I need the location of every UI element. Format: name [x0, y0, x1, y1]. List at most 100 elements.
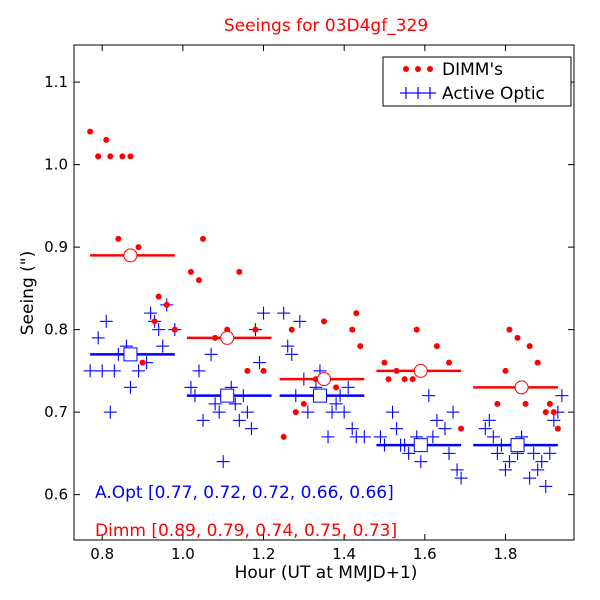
aopt-point — [212, 405, 226, 419]
aopt-point — [123, 380, 137, 394]
aopt-point — [107, 364, 121, 378]
dimm-point — [288, 326, 295, 333]
aopt-point — [341, 380, 355, 394]
x-tick-label: 1.2 — [252, 545, 276, 563]
aopt-point — [83, 364, 97, 378]
legend-box — [382, 56, 572, 107]
legend-dimm-label: DIMM's — [442, 60, 503, 80]
dimm-point — [95, 153, 102, 160]
aopt-point — [99, 314, 113, 328]
dimm-point — [300, 400, 307, 407]
dimm-point — [550, 409, 557, 416]
dimm-bin-mean-marker — [123, 248, 138, 263]
plot-frame — [73, 44, 575, 541]
dimm-point — [522, 400, 529, 407]
plot-area — [83, 128, 569, 493]
dimm-point — [244, 367, 251, 374]
dimm-point — [357, 343, 364, 350]
dimm-point — [252, 326, 259, 333]
dimm-point — [119, 153, 126, 160]
aopt-point — [543, 446, 557, 460]
aopt-point — [345, 422, 359, 436]
aopt-point — [390, 422, 404, 436]
dimm-point — [514, 334, 521, 341]
dimm-point — [401, 376, 408, 383]
dimm-bin-mean-marker — [413, 363, 428, 378]
aopt-point — [244, 422, 258, 436]
y-tick-label: 0.8 — [44, 321, 68, 339]
aopt-point — [232, 413, 246, 427]
aopt-point — [426, 430, 440, 444]
dimm-point — [409, 376, 416, 383]
dimm-point — [292, 409, 299, 416]
aopt-point — [192, 364, 206, 378]
dimm-point — [385, 376, 392, 383]
aopt-point — [95, 364, 109, 378]
aopt-point — [281, 339, 295, 353]
aopt-point — [321, 430, 335, 444]
aopt-bin-mean-marker — [510, 438, 525, 453]
aopt-point — [257, 306, 271, 320]
aopt-bin-mean-marker — [123, 347, 138, 362]
aopt-point — [373, 430, 387, 444]
dimm-point — [200, 235, 207, 242]
dimm-point — [196, 277, 202, 284]
dimm-point — [236, 268, 243, 275]
dimm-point — [139, 359, 146, 366]
dimm-point — [127, 153, 134, 160]
aopt-point — [152, 323, 166, 337]
aopt-point — [277, 306, 291, 320]
aopt-point — [486, 430, 500, 444]
dimm-point — [433, 343, 440, 350]
x-tick-label: 0.8 — [90, 545, 114, 563]
legend-aopt-marker — [400, 87, 436, 99]
dimm-bin-mean-marker — [514, 380, 529, 395]
aopt-point — [482, 413, 496, 427]
y-tick-label: 0.7 — [44, 403, 68, 421]
dimm-point — [333, 384, 340, 391]
aopt-point — [285, 347, 299, 361]
x-tick-label: 1.4 — [332, 545, 356, 563]
aopt-point — [293, 314, 307, 328]
dimm-point — [103, 136, 110, 143]
dimm-point — [171, 326, 178, 333]
dimm-point — [107, 153, 114, 160]
dimm-point — [115, 235, 122, 242]
aopt-point — [103, 405, 117, 419]
aopt-point — [438, 422, 452, 436]
dimm-bin-mean-marker — [220, 330, 235, 345]
x-tick-label: 1.0 — [171, 545, 195, 563]
dimm-point — [526, 343, 533, 350]
dimm-point — [260, 367, 267, 374]
aopt-point — [490, 446, 504, 460]
aopt-point — [386, 405, 400, 419]
x-tick-label: 1.6 — [413, 545, 437, 563]
dimm-point — [494, 400, 501, 407]
aopt-point — [502, 455, 516, 469]
dimm-bin-mean-marker — [317, 372, 331, 387]
chart-title: Seeings for 03D4gf_329 — [224, 16, 428, 36]
aopt-point — [414, 455, 428, 469]
dimm-point — [554, 425, 561, 432]
dimm-point — [151, 318, 158, 325]
aopt-bin-mean-marker — [413, 438, 428, 453]
aopt-point — [228, 397, 242, 411]
aopt-point — [547, 413, 561, 427]
legend-dimm-marker — [403, 66, 433, 72]
aopt-point — [329, 397, 343, 411]
y-tick-label: 1.1 — [44, 73, 68, 91]
dimm-point — [446, 359, 452, 366]
aopt-bin-mean-marker — [312, 388, 327, 403]
aopt-point — [196, 413, 210, 427]
aopt-point — [132, 364, 146, 378]
aopt-point — [498, 463, 512, 477]
dimm-point — [187, 268, 194, 275]
aopt-point — [523, 471, 537, 485]
dimm-point — [349, 326, 356, 333]
aopt-point — [531, 463, 545, 477]
dimm-point — [87, 128, 94, 135]
aopt-point — [357, 430, 371, 444]
dimm-point — [155, 293, 162, 300]
dimm-point — [353, 310, 360, 317]
aopt-point — [301, 405, 315, 419]
